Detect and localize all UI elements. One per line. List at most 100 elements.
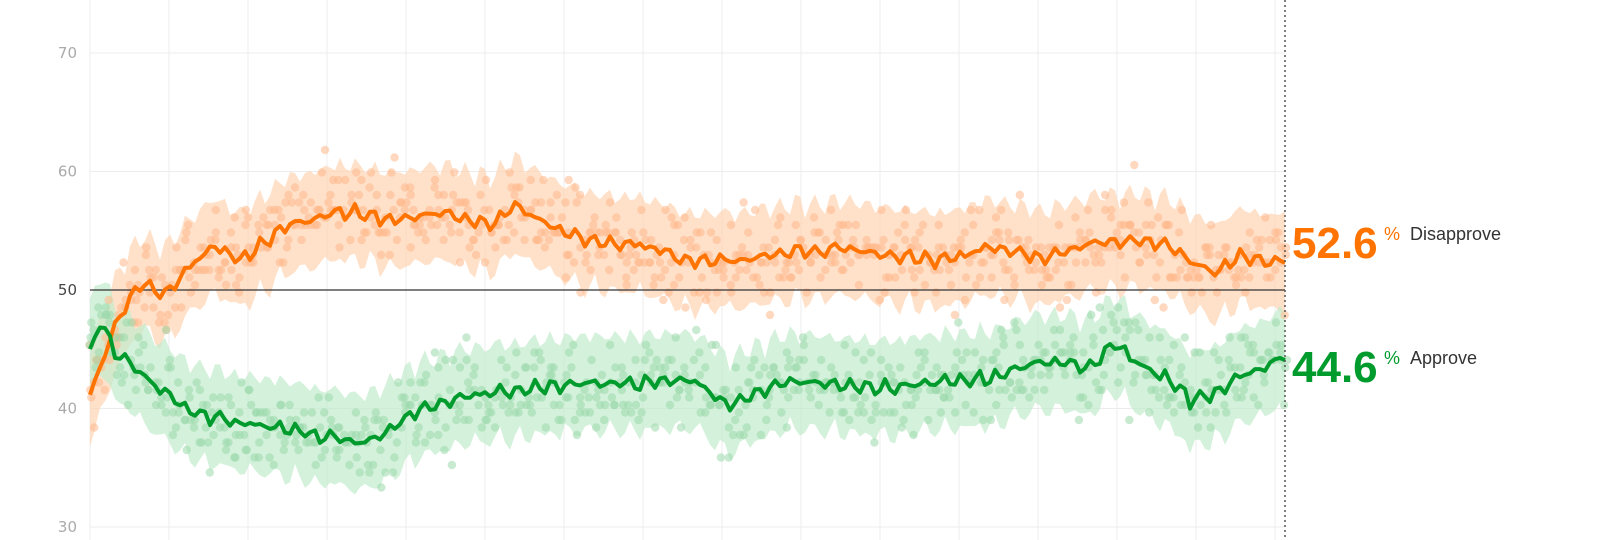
approve-poll-dot — [332, 453, 341, 462]
disapprove-poll-dot — [214, 265, 223, 275]
disapprove-poll-dot — [816, 273, 825, 282]
disapprove-poll-dot — [806, 258, 816, 267]
disapprove-poll-dot — [100, 385, 109, 395]
approve-poll-dot — [1154, 393, 1164, 402]
disapprove-poll-dot — [877, 243, 886, 252]
approve-poll-dot — [576, 400, 585, 410]
approve-poll-dot — [501, 378, 510, 387]
approve-poll-dot — [943, 385, 953, 395]
disapprove-poll-dot — [540, 243, 550, 252]
approve-poll-dot — [936, 408, 945, 417]
approve-poll-dot — [269, 415, 279, 425]
disapprove-poll-dot — [430, 175, 440, 185]
approve-poll-dot — [400, 393, 409, 402]
approve-poll-dot — [1169, 393, 1178, 402]
disapprove-poll-dot — [1100, 190, 1110, 200]
approve-poll-dot — [127, 318, 136, 327]
disapprove-poll-dot — [317, 168, 327, 177]
approve-poll-dot — [174, 408, 183, 417]
disapprove-poll-dot — [572, 198, 581, 207]
disapprove-poll-dot — [696, 228, 705, 237]
disapprove-poll-dot — [469, 235, 479, 245]
disapprove-poll-dot — [502, 235, 511, 245]
disapprove-poll-dot — [679, 235, 689, 245]
approve-poll-dot — [798, 333, 808, 342]
approve-poll-dot — [856, 400, 865, 410]
disapprove-poll-dot — [254, 220, 263, 230]
disapprove-poll-dot — [406, 183, 415, 192]
approve-poll-dot — [1078, 393, 1088, 402]
approve-poll-dot — [276, 400, 285, 410]
disapprove-poll-dot — [142, 243, 151, 252]
y-axis-ticks: 70 60 50 40 30 — [58, 44, 77, 536]
approve-poll-dot — [230, 453, 239, 462]
disapprove-poll-dot — [526, 175, 535, 185]
disapprove-poll-dot — [946, 280, 956, 290]
approve-poll-dot — [721, 385, 730, 395]
approve-poll-dot — [94, 303, 103, 312]
disapprove-poll-dot — [172, 243, 181, 252]
approve-poll-dot — [1165, 355, 1174, 365]
approve-poll-dot — [784, 363, 793, 372]
disapprove-poll-dot — [1130, 160, 1139, 170]
approve-poll-dot — [431, 415, 440, 425]
approve-poll-dot — [411, 393, 420, 402]
approve-poll-dot — [1156, 355, 1165, 365]
disapprove-poll-dot — [1273, 228, 1283, 237]
disapprove-poll-dot — [960, 228, 969, 237]
disapprove-poll-dot — [226, 228, 236, 237]
approve-poll-dot — [115, 363, 125, 372]
approve-poll-dot — [651, 423, 660, 432]
approve-poll-dot — [794, 385, 803, 395]
disapprove-poll-dot — [1097, 258, 1106, 267]
disapprove-poll-dot — [891, 273, 900, 282]
disapprove-poll-dot — [133, 318, 143, 327]
disapprove-poll-dot — [1271, 235, 1281, 245]
approve-poll-dot — [756, 430, 766, 440]
approve-poll-dot — [979, 415, 988, 425]
approve-poll-dot — [324, 393, 333, 402]
disapprove-poll-dot — [786, 273, 795, 282]
disapprove-poll-dot — [1071, 258, 1081, 267]
approve-poll-dot — [255, 438, 264, 447]
disapprove-poll-dot — [471, 250, 481, 260]
disapprove-poll-dot — [227, 265, 236, 275]
disapprove-poll-dot — [90, 423, 99, 432]
disapprove-poll-dot — [366, 168, 376, 177]
approve-poll-dot — [879, 408, 888, 417]
approve-poll-dot — [961, 400, 970, 410]
disapprove-poll-dot — [220, 258, 230, 267]
disapprove-poll-dot — [1147, 220, 1156, 230]
disapprove-poll-dot — [680, 213, 689, 222]
disapprove-poll-dot — [480, 258, 490, 267]
disapprove-poll-dot — [743, 250, 753, 260]
approve-poll-dot — [1189, 408, 1199, 417]
disapprove-poll-dot — [419, 228, 428, 237]
disapprove-poll-dot — [406, 190, 415, 200]
disapprove-poll-dot — [669, 280, 679, 290]
approve-poll-dot — [1130, 370, 1140, 380]
disapprove-poll-dot — [1004, 265, 1013, 275]
approve-poll-dot — [470, 363, 479, 372]
approve-poll-dot — [209, 393, 218, 402]
disapprove-poll-dot — [1125, 220, 1134, 230]
approve-poll-dot — [1271, 318, 1281, 327]
disapprove-poll-dot — [182, 228, 191, 237]
approve-poll-dot — [498, 400, 508, 410]
disapprove-poll-dot — [966, 205, 976, 215]
disapprove-poll-dot — [1037, 280, 1047, 290]
disapprove-poll-dot — [357, 175, 366, 185]
disapprove-poll-dot — [357, 235, 366, 245]
approve-poll-dot — [269, 460, 278, 470]
disapprove-poll-dot — [221, 280, 231, 290]
approve-poll-dot — [1276, 348, 1285, 357]
approve-poll-dot — [525, 400, 535, 410]
disapprove-poll-dot — [681, 303, 690, 312]
approve-poll-dot — [620, 408, 630, 417]
approve-poll-dot — [986, 415, 995, 425]
approve-poll-dot — [999, 340, 1008, 350]
disapprove-poll-dot — [315, 205, 324, 215]
disapprove-poll-dot — [1015, 190, 1024, 200]
disapprove-poll-dot — [749, 273, 758, 282]
